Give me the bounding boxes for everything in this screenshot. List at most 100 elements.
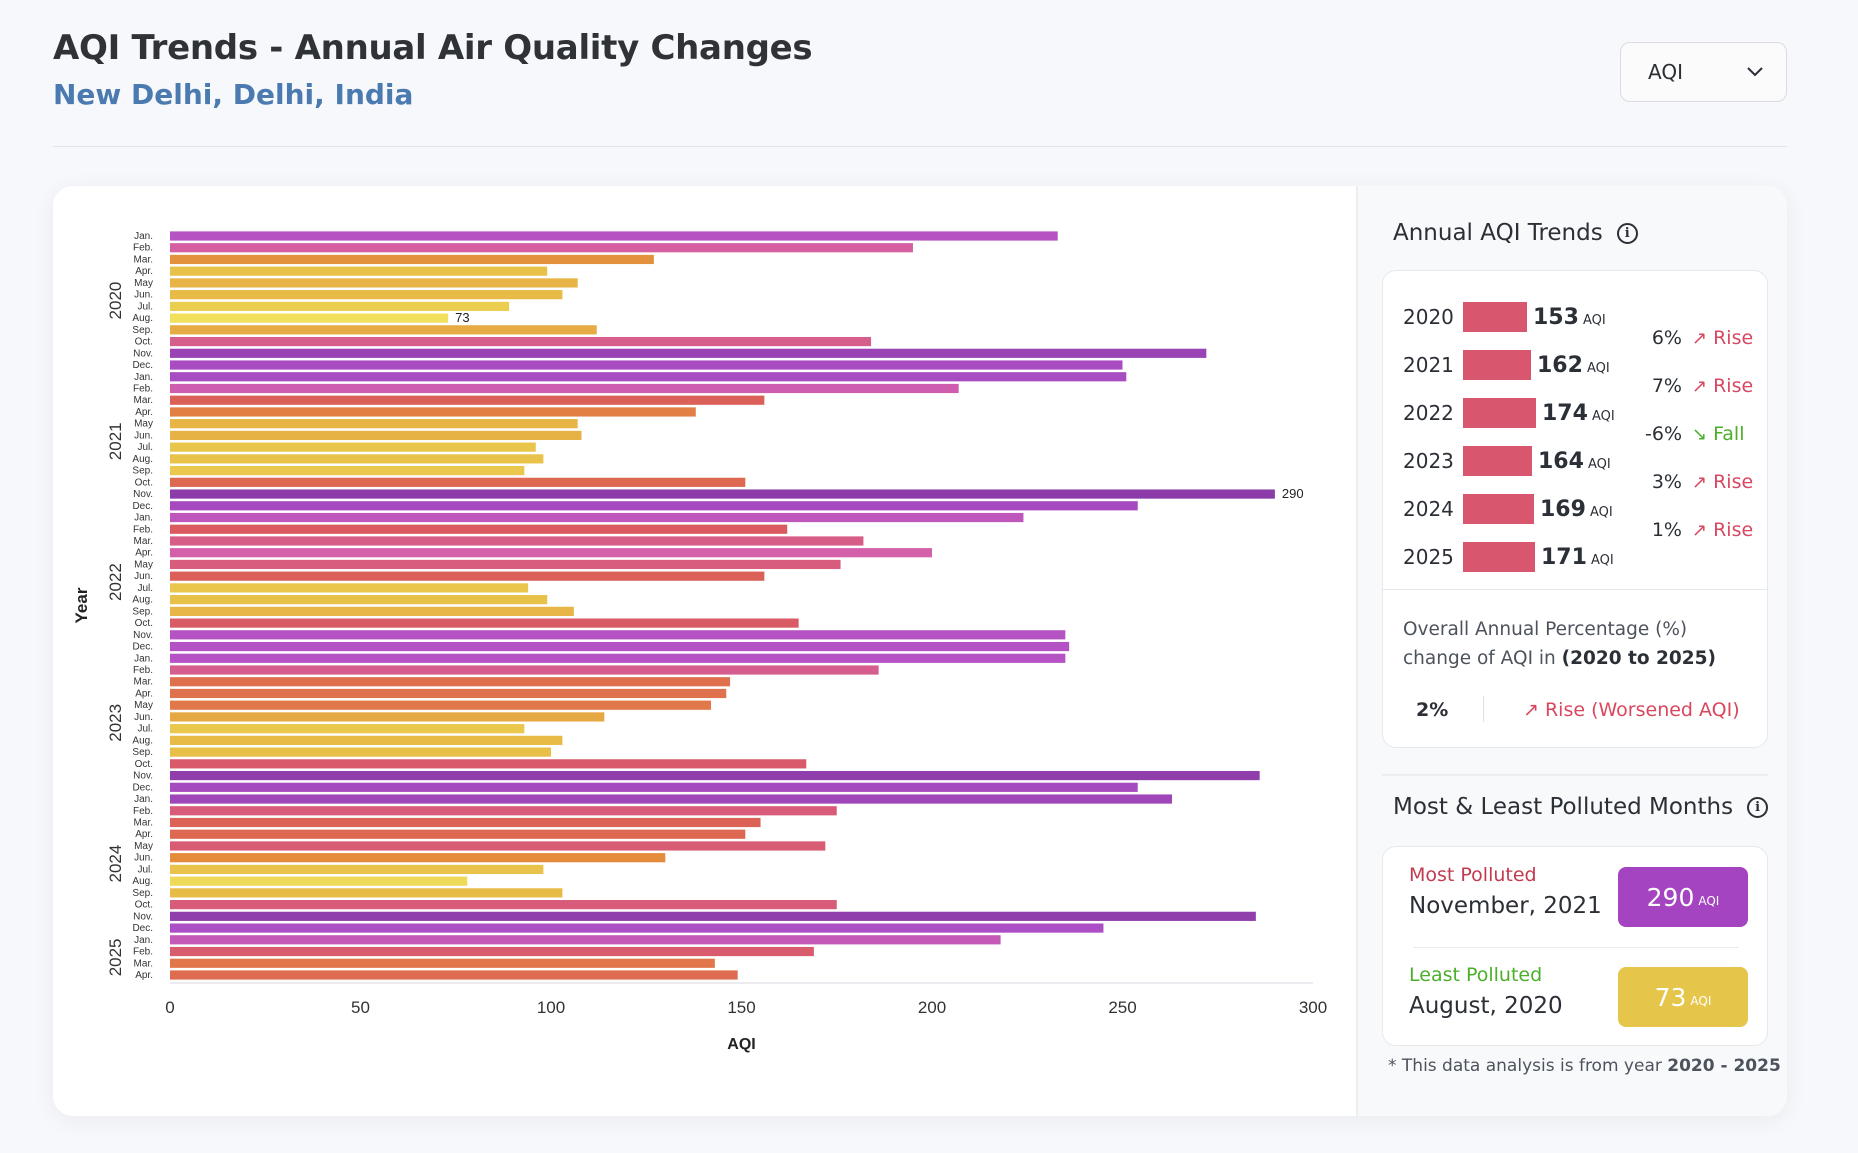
bar-2024-6	[170, 864, 544, 875]
trend-year: 2021	[1403, 353, 1454, 377]
side-panel: Annual AQI Trends i 2020 153 AQI 2021 162 AQI…	[1356, 186, 1787, 1116]
month-tick-label: Feb.	[133, 383, 153, 394]
month-tick-label: Apr.	[135, 829, 153, 840]
trend-row-2021: 2021 162 AQI	[1383, 347, 1623, 383]
trend-bar	[1463, 446, 1532, 476]
month-tick-label: Aug.	[132, 735, 153, 746]
year-group-label: 2025	[106, 938, 125, 976]
year-group-label: 2021	[106, 422, 125, 460]
month-tick-label: Nov.	[133, 489, 153, 500]
trend-bar	[1463, 350, 1531, 380]
bar-2020-0	[170, 231, 1058, 241]
polluted-months-box: Most Polluted November, 2021 290 AQI Lea…	[1382, 846, 1768, 1046]
least-polluted-label: Least Polluted	[1409, 964, 1543, 986]
least-polluted-badge: 73 AQI	[1618, 967, 1748, 1027]
rise-arrow-icon: ↗	[1692, 375, 1708, 397]
trend-row-2024: 2024 169 AQI	[1383, 491, 1623, 527]
bar-2025-2	[170, 958, 715, 968]
least-polluted-date: August, 2020	[1409, 993, 1563, 1019]
info-icon[interactable]: i	[1616, 222, 1638, 244]
overall-separator	[1483, 696, 1484, 722]
change-label: Rise	[1713, 375, 1754, 397]
month-tick-label: Mar.	[134, 818, 153, 829]
x-tick-label: 100	[537, 998, 565, 1017]
most-polluted-row: Most Polluted November, 2021 290 AQI	[1383, 847, 1767, 947]
month-tick-label: Jun.	[134, 430, 153, 441]
bar-2023-7	[170, 735, 563, 745]
bar-2022-4	[170, 559, 841, 570]
bar-annotation: 73	[455, 310, 469, 325]
metric-select[interactable]: AQI	[1620, 42, 1787, 102]
month-tick-label: Jan.	[134, 513, 153, 524]
footnote: * This data analysis is from year 2020 -…	[1388, 1056, 1781, 1076]
polluted-divider	[1413, 947, 1739, 948]
fall-arrow-icon: ↘	[1692, 423, 1708, 445]
bar-2020-6	[170, 301, 510, 311]
bar-2022-1	[170, 524, 788, 534]
trend-bar	[1463, 398, 1536, 428]
trend-value: 162	[1537, 352, 1583, 378]
month-tick-label: Feb.	[133, 665, 153, 676]
trend-unit: AQI	[1587, 456, 1611, 472]
dashboard-card: Jan. Feb. Mar. Apr. May Jun. Jul. Aug. 73 Sep. Oct…	[53, 186, 1787, 1116]
year-group-label: 2023	[106, 704, 125, 742]
bar-2020-4	[170, 278, 578, 288]
trend-year: 2024	[1403, 497, 1454, 521]
x-tick-label: 200	[918, 998, 946, 1017]
bar-2024-1	[170, 806, 837, 816]
trend-year: 2025	[1403, 545, 1454, 569]
x-axis-label: AQI	[727, 1036, 755, 1053]
trend-row-2020: 2020 153 AQI	[1383, 299, 1623, 335]
trend-row-2022: 2022 174 AQI	[1383, 395, 1623, 431]
bar-2020-8	[170, 325, 597, 335]
month-tick-label: Feb.	[133, 947, 153, 958]
trend-unit: AQI	[1586, 360, 1610, 376]
month-tick-label: Nov.	[133, 348, 153, 359]
month-tick-label: Apr.	[135, 266, 153, 277]
change-percentage: 3%	[1651, 471, 1682, 493]
bar-2020-3	[170, 266, 548, 276]
month-tick-label: Jul.	[137, 864, 153, 875]
month-tick-label: Mar.	[134, 677, 153, 688]
month-tick-label: Jun.	[134, 853, 153, 864]
change-percentage: 1%	[1651, 519, 1682, 541]
month-tick-label: Mar.	[134, 395, 153, 406]
month-tick-label: Oct.	[135, 900, 153, 911]
most-polluted-date: November, 2021	[1409, 893, 1602, 919]
month-tick-label: Feb.	[133, 243, 153, 254]
bar-2023-5	[170, 712, 605, 722]
month-tick-label: Dec.	[132, 782, 153, 793]
overall-text-prefix: Overall Annual Percentage (%) change of …	[1403, 619, 1688, 669]
bar-2021-1	[170, 383, 959, 394]
overall-change-text: Overall Annual Percentage (%) change of …	[1403, 615, 1753, 673]
month-tick-label: Jan.	[134, 653, 153, 664]
overall-percentage: 2%	[1416, 699, 1449, 721]
info-icon[interactable]: i	[1747, 796, 1769, 818]
bar-2022-11	[170, 641, 1070, 652]
y-axis-label: Year	[72, 587, 91, 623]
month-tick-label: Sep.	[132, 888, 153, 899]
change-label: Rise	[1713, 327, 1754, 349]
trend-unit: AQI	[1582, 312, 1606, 328]
change-label: Rise	[1713, 519, 1754, 541]
month-tick-label: Apr.	[135, 548, 153, 559]
month-tick-label: Apr.	[135, 970, 153, 981]
bar-2021-10	[170, 489, 1275, 499]
page-title: AQI Trends - Annual Air Quality Changes	[53, 28, 813, 68]
bar-2020-9	[170, 336, 872, 347]
bar-2021-11	[170, 501, 1138, 511]
change-label: Fall	[1713, 423, 1745, 445]
section-separator	[1382, 774, 1768, 776]
bar-2020-1	[170, 243, 913, 253]
chart-area: Jan. Feb. Mar. Apr. May Jun. Jul. Aug. 73 Sep. Oct…	[53, 186, 1356, 1116]
year-group-label: 2022	[106, 563, 125, 601]
bar-2022-9	[170, 618, 799, 628]
annual-trends-heading: Annual AQI Trends i	[1393, 220, 1638, 246]
month-tick-label: Oct.	[135, 618, 153, 629]
bar-2023-1	[170, 665, 879, 675]
most-polluted-label: Most Polluted	[1409, 864, 1537, 886]
most-polluted-badge: 290 AQI	[1618, 867, 1748, 927]
bar-2020-11	[170, 360, 1123, 370]
bar-2021-4	[170, 419, 578, 429]
bar-2022-2	[170, 536, 864, 546]
